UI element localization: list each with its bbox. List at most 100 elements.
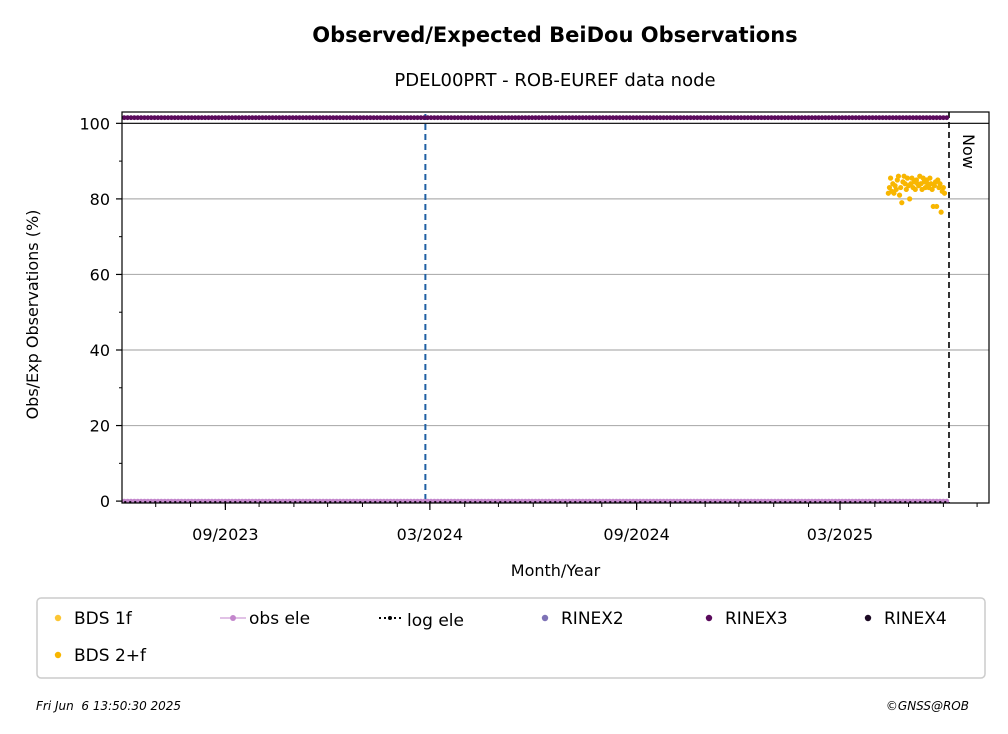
data-point bbox=[128, 115, 134, 121]
data-point bbox=[179, 115, 184, 121]
data-point bbox=[560, 115, 565, 121]
data-point bbox=[216, 115, 222, 121]
data-point bbox=[731, 115, 737, 121]
data-point bbox=[887, 115, 892, 121]
data-point bbox=[431, 115, 437, 121]
data-point bbox=[580, 498, 586, 504]
data-point bbox=[755, 115, 761, 121]
data-point bbox=[313, 115, 319, 121]
data-point bbox=[912, 186, 918, 193]
data-point bbox=[775, 115, 781, 121]
data-point bbox=[556, 115, 562, 121]
data-point bbox=[860, 115, 865, 121]
data-point bbox=[570, 498, 575, 504]
data-point bbox=[843, 115, 849, 121]
data-point bbox=[330, 115, 336, 121]
data-point bbox=[475, 115, 481, 121]
data-point bbox=[752, 115, 758, 121]
legend-marker bbox=[864, 614, 872, 622]
data-point bbox=[570, 115, 575, 121]
data-point bbox=[829, 115, 835, 121]
data-point bbox=[536, 115, 542, 121]
data-point bbox=[735, 498, 741, 504]
data-point bbox=[435, 498, 441, 504]
data-point bbox=[421, 115, 427, 121]
data-point bbox=[900, 498, 906, 504]
data-point bbox=[378, 115, 383, 121]
data-point bbox=[809, 115, 815, 121]
data-point bbox=[270, 115, 275, 121]
data-point bbox=[910, 115, 916, 121]
data-point bbox=[418, 115, 424, 121]
data-point bbox=[391, 115, 397, 121]
data-point bbox=[519, 115, 525, 121]
data-point bbox=[705, 115, 710, 121]
data-point bbox=[566, 115, 572, 121]
data-point bbox=[351, 115, 356, 121]
data-point bbox=[458, 115, 464, 121]
legend-item-log-ele: log ele bbox=[379, 611, 464, 631]
data-point bbox=[698, 115, 704, 121]
data-point bbox=[290, 498, 296, 504]
data-point bbox=[297, 115, 302, 121]
data-point bbox=[816, 115, 822, 121]
data-point bbox=[189, 115, 195, 121]
legend-label: RINEX2 bbox=[561, 609, 624, 629]
data-point bbox=[455, 498, 461, 504]
grid-lines bbox=[122, 122, 989, 427]
data-point bbox=[438, 115, 444, 121]
data-point bbox=[688, 115, 693, 121]
data-point bbox=[748, 115, 754, 121]
data-point bbox=[516, 115, 522, 121]
data-point bbox=[610, 115, 616, 121]
legend-label: obs ele bbox=[249, 609, 310, 629]
data-point bbox=[897, 115, 902, 121]
data-point bbox=[233, 115, 238, 121]
data-point bbox=[607, 115, 613, 121]
data-point bbox=[522, 115, 528, 121]
data-point bbox=[452, 115, 457, 121]
data-point bbox=[546, 115, 552, 121]
data-point bbox=[260, 115, 265, 121]
data-point bbox=[553, 115, 559, 121]
x-tick-label: 03/2024 bbox=[397, 525, 463, 544]
data-point bbox=[283, 115, 289, 121]
data-point bbox=[280, 115, 286, 121]
data-point bbox=[131, 115, 137, 121]
data-point bbox=[590, 498, 596, 504]
data-point bbox=[904, 175, 911, 181]
y-tick-label: 100 bbox=[79, 114, 110, 133]
data-point bbox=[303, 115, 309, 121]
data-point bbox=[539, 115, 545, 121]
data-point bbox=[408, 115, 414, 121]
data-point bbox=[529, 115, 535, 121]
data-point bbox=[903, 186, 909, 193]
data-point bbox=[347, 115, 353, 121]
legend-label: RINEX3 bbox=[725, 609, 788, 629]
data-point bbox=[924, 115, 929, 121]
legend-marker bbox=[54, 614, 62, 622]
data-point bbox=[694, 115, 700, 121]
series-rinex3 bbox=[121, 115, 950, 121]
data-point bbox=[364, 115, 370, 121]
data-point bbox=[465, 115, 471, 121]
data-point bbox=[647, 115, 653, 121]
data-point bbox=[138, 115, 144, 121]
data-point bbox=[624, 115, 629, 121]
data-point bbox=[758, 115, 764, 121]
data-point bbox=[765, 115, 771, 121]
data-point bbox=[640, 115, 646, 121]
data-point bbox=[340, 115, 346, 121]
data-point bbox=[684, 115, 690, 121]
data-point bbox=[499, 115, 505, 121]
data-point bbox=[212, 115, 218, 121]
data-point bbox=[893, 186, 899, 193]
data-point bbox=[148, 115, 154, 121]
legend-marker bbox=[388, 616, 392, 620]
data-point bbox=[317, 115, 323, 121]
data-point bbox=[202, 115, 208, 121]
data-point bbox=[846, 115, 852, 121]
legend-label: BDS 2+f bbox=[74, 646, 147, 666]
data-point bbox=[489, 115, 495, 121]
